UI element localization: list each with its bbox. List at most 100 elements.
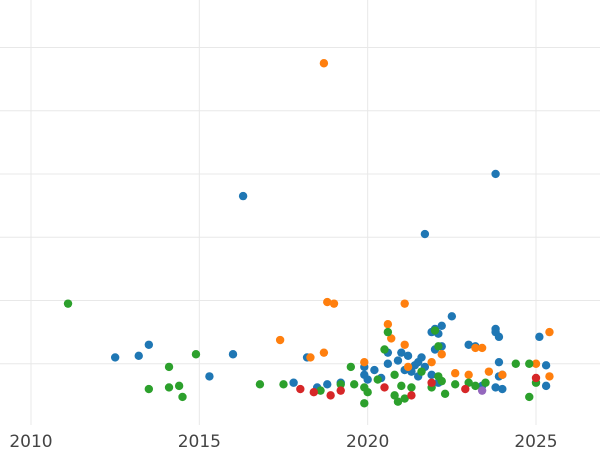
scatter-point xyxy=(323,297,332,307)
scatter-point xyxy=(471,381,480,391)
scatter-point xyxy=(144,384,154,394)
scatter-point xyxy=(205,372,214,381)
scatter-point xyxy=(437,350,446,359)
scatter-point xyxy=(383,320,393,329)
scatter-point xyxy=(434,342,443,351)
scatter-point xyxy=(191,350,201,359)
scatter-point xyxy=(319,348,329,357)
scatter-point xyxy=(484,367,494,376)
scatter-point xyxy=(316,386,325,395)
scatter-point xyxy=(494,332,504,342)
scatter-point xyxy=(336,380,345,389)
scatter-point xyxy=(110,353,120,362)
scatter-point xyxy=(255,380,265,389)
scatter-point xyxy=(346,362,356,372)
scatter-point xyxy=(380,383,389,392)
scatter-point xyxy=(403,362,413,372)
x-tick-label: 2010 xyxy=(9,432,52,450)
scatter-point xyxy=(491,169,500,179)
scatter-point xyxy=(494,357,504,367)
scatter-point xyxy=(471,343,480,353)
scatter-point xyxy=(417,367,426,376)
scatter-point xyxy=(319,59,329,68)
scatter-point xyxy=(464,340,473,349)
scatter-point xyxy=(541,381,551,391)
points-layer xyxy=(63,59,554,408)
x-tick-label: 2025 xyxy=(514,432,557,450)
scatter-point xyxy=(144,340,154,349)
scatter-point xyxy=(531,373,541,383)
scatter-point xyxy=(451,380,460,389)
scatter-point xyxy=(477,343,487,353)
scatter-point xyxy=(289,378,298,387)
scatter-point xyxy=(393,397,403,406)
scatter-point xyxy=(545,327,554,337)
scatter-point xyxy=(360,399,369,408)
scatter-point xyxy=(525,359,534,368)
scatter-point xyxy=(370,365,379,375)
scatter-point xyxy=(360,357,369,367)
scatter-point xyxy=(481,378,490,387)
scatter-point xyxy=(336,386,345,395)
scatter-point xyxy=(535,332,544,342)
scatter-point xyxy=(296,384,305,394)
scatter-point xyxy=(164,383,174,392)
scatter-point xyxy=(420,229,430,239)
scatter-point xyxy=(63,299,73,308)
scatter-point xyxy=(491,383,500,392)
scatter-point xyxy=(390,391,399,400)
scatter-point xyxy=(498,370,507,380)
scatter-point xyxy=(407,383,416,392)
scatter-point xyxy=(275,335,285,345)
scatter-point xyxy=(383,327,393,337)
scatter-point xyxy=(477,386,487,395)
scatter-point xyxy=(427,378,436,387)
scatter-point xyxy=(417,353,426,362)
scatter-point xyxy=(430,326,440,335)
scatter-point xyxy=(238,191,248,201)
scatter-point xyxy=(541,361,551,370)
scatter-point xyxy=(464,370,473,380)
x-tick-label: 2015 xyxy=(178,432,221,450)
scatter-point xyxy=(323,380,332,389)
scatter-point xyxy=(437,321,446,330)
scatter-point xyxy=(531,359,541,368)
scatter-point xyxy=(174,381,184,391)
scatter-point xyxy=(326,391,335,400)
scatter-point xyxy=(437,376,446,386)
scatter-point xyxy=(403,351,413,361)
scatter-point xyxy=(427,370,436,380)
scatter-point xyxy=(380,345,389,354)
scatter-point xyxy=(279,380,288,389)
scatter-point xyxy=(373,375,382,384)
scatter-point xyxy=(545,372,554,381)
scatter-point xyxy=(390,370,399,380)
scatter-point xyxy=(447,312,457,321)
scatter-point xyxy=(363,375,372,384)
scatter-point xyxy=(400,299,409,308)
scatter-point xyxy=(383,359,393,368)
scatter-point xyxy=(228,350,238,359)
scatter-point xyxy=(397,348,406,357)
grid-layer xyxy=(0,0,600,425)
scatter-point xyxy=(387,334,396,343)
x-tick-label: 2020 xyxy=(346,432,389,450)
scatter-point xyxy=(451,369,460,378)
scatter-point xyxy=(397,381,406,391)
scatter-point xyxy=(511,359,520,368)
scatter-point xyxy=(498,384,507,394)
scatter-point xyxy=(178,392,187,402)
x-axis-ticks: 2010 2015 2020 2025 xyxy=(9,432,557,450)
scatter-point xyxy=(306,353,315,362)
scatter-point xyxy=(400,340,409,349)
scatter-point xyxy=(525,392,534,402)
scatter-point xyxy=(164,362,174,372)
scatter-point xyxy=(461,384,470,394)
scatter-point xyxy=(309,388,318,397)
scatter-point xyxy=(393,356,403,365)
scatter-point xyxy=(363,388,372,397)
scatter-point xyxy=(464,378,473,387)
scatter-point xyxy=(427,357,436,367)
scatter-point xyxy=(134,351,143,361)
